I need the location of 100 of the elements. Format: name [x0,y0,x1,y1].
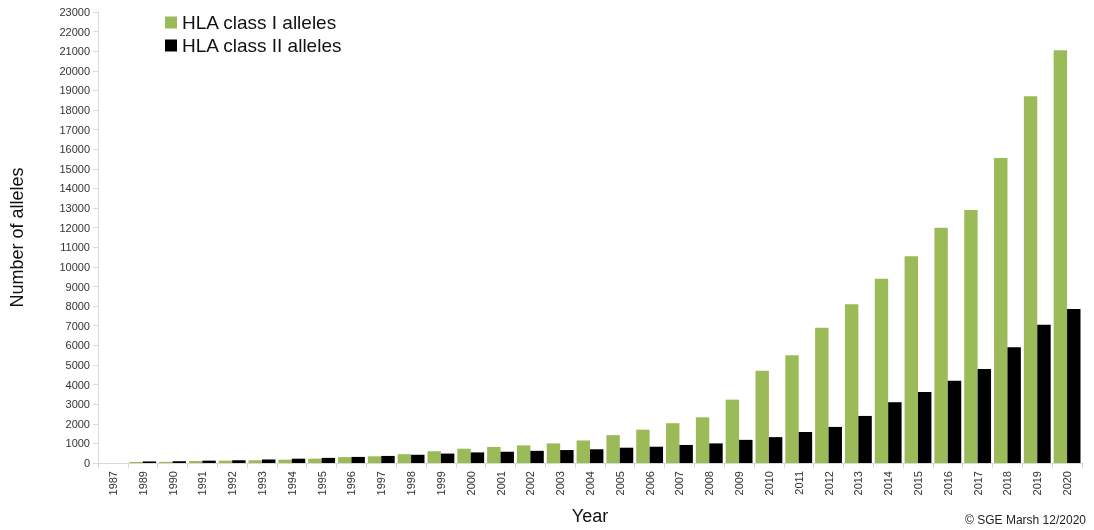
bar [874,278,889,463]
y-tick-label: 5000 [65,358,90,371]
x-axis-title: Year [571,506,609,526]
x-tick-label: 1991 [196,471,209,496]
x-tick-label: 2004 [584,471,596,496]
bar [427,451,441,463]
x-tick-label: 1990 [166,471,179,496]
y-tick-label: 21000 [59,45,90,58]
bar [934,227,948,463]
x-tick-label: 1996 [345,471,358,496]
bar [278,459,292,463]
bar [381,455,395,463]
bar [858,415,872,463]
x-tick-label: 2014 [882,471,895,496]
bar [844,304,859,463]
x-tick-label: 1993 [256,471,268,496]
bar [649,446,664,463]
y-tick-label: 23000 [59,6,90,18]
legend-label: HLA class II alleles [182,35,342,56]
bar [755,370,769,463]
x-tick-label: 2017 [971,471,984,496]
bar [576,440,590,463]
y-tick-label: 10000 [59,260,90,273]
bar [964,210,978,463]
bar [1053,50,1068,463]
bar [1067,309,1081,463]
bar [457,448,471,463]
bar [262,459,276,463]
x-tick-label: 2019 [1031,471,1044,496]
x-tick-label: 2002 [524,471,537,496]
bar [725,399,740,463]
y-tick-label: 12000 [59,221,90,234]
bar [785,355,799,463]
y-tick-label: 22000 [59,25,90,38]
bar [397,454,412,463]
y-tick-label: 14000 [59,182,90,195]
x-tick-label: 2018 [1001,471,1014,496]
y-tick-label: 0 [83,457,90,469]
y-tick-label: 18000 [59,104,90,117]
x-tick-label: 2003 [554,471,567,496]
bar [947,380,962,463]
bar [1007,347,1021,463]
x-tick-label: 1994 [285,471,298,496]
bar [560,450,574,463]
y-axis-title: Number of alleles [7,167,27,308]
bar [918,392,932,463]
text: © SGE Marsh 12/2020 [965,513,1087,527]
bar [338,457,352,463]
y-tick-label: 4000 [65,378,90,391]
bar [1037,324,1051,463]
x-tick-label: 2006 [643,471,656,496]
y-tick-label: 20000 [59,64,90,77]
y-tick-label: 2000 [65,417,90,430]
bar [516,445,531,463]
x-tick-label: 2020 [1061,471,1074,496]
x-tick-label: 2011 [792,471,805,495]
legend-label: HLA class I alleles [182,12,337,33]
bar [798,432,813,463]
bar [679,444,693,463]
bar [308,458,322,463]
bar [695,417,710,463]
bar [546,443,561,463]
bar [709,443,723,463]
bar [888,402,902,463]
y-tick-label: 15000 [59,162,90,175]
bar [530,450,544,463]
x-tick-label: 1992 [226,471,239,496]
bar [248,460,262,463]
x-tick-label: 2012 [822,471,835,496]
y-tick-label: 3000 [65,398,90,411]
bar [470,452,485,463]
bar [815,327,829,463]
x-tick-label: 2008 [703,471,716,496]
x-tick-label: 1987 [106,471,119,496]
x-tick-label: 2016 [941,471,954,496]
x-tick-label: 1989 [136,471,149,496]
bar [1023,96,1038,463]
y-tick-label: 19000 [59,84,90,97]
bar [636,429,650,463]
bar [440,453,455,463]
bar [500,451,514,463]
x-tick-label: 1995 [315,471,328,496]
bar [828,426,842,463]
bar [411,454,425,463]
x-tick-label: 2007 [673,471,686,496]
y-tick-label: 16000 [59,143,90,156]
bar [666,423,680,463]
bar [367,456,382,463]
x-tick-label: 1997 [375,471,388,496]
bar [606,435,620,463]
y-tick-label: 9000 [65,280,90,293]
bar [904,256,918,463]
x-tick-label: 2000 [464,471,477,496]
y-tick-label: 7000 [65,319,90,332]
y-tick-label: 6000 [65,339,90,352]
y-tick-label: 1000 [65,437,90,450]
x-tick-label: 2009 [733,471,746,496]
bar [619,447,634,463]
bar [351,456,365,463]
bar [321,457,336,463]
